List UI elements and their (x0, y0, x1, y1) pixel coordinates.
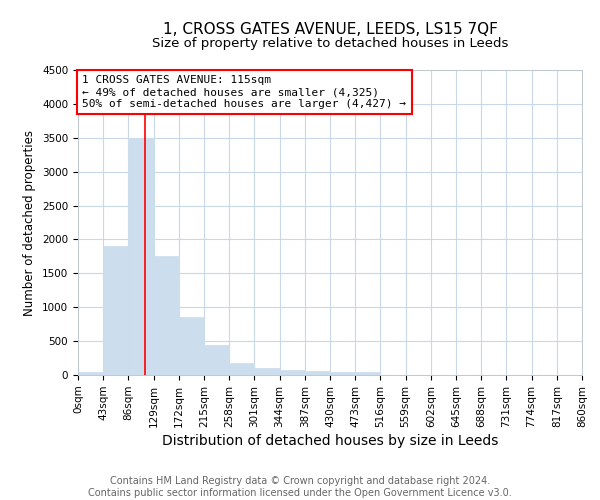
X-axis label: Distribution of detached houses by size in Leeds: Distribution of detached houses by size … (162, 434, 498, 448)
Text: Contains HM Land Registry data © Crown copyright and database right 2024.
Contai: Contains HM Land Registry data © Crown c… (88, 476, 512, 498)
Bar (330, 372, 355, 375)
Y-axis label: Number of detached properties: Number of detached properties (23, 130, 37, 316)
Bar (355, 372, 380, 375)
Text: 1, CROSS GATES AVENUE, LEEDS, LS15 7QF: 1, CROSS GATES AVENUE, LEEDS, LS15 7QF (163, 22, 497, 38)
Bar (78, 372, 103, 375)
Text: 1 CROSS GATES AVENUE: 115sqm
← 49% of detached houses are smaller (4,325)
50% of: 1 CROSS GATES AVENUE: 115sqm ← 49% of de… (82, 76, 406, 108)
Bar (254, 368, 280, 375)
Bar (154, 256, 179, 375)
Text: Size of property relative to detached houses in Leeds: Size of property relative to detached ho… (152, 38, 508, 51)
Bar (305, 372, 330, 375)
Bar (103, 246, 128, 375)
Bar (280, 370, 305, 375)
Bar (204, 344, 229, 375)
Bar (128, 138, 154, 375)
Bar (179, 316, 204, 375)
Bar (229, 363, 254, 375)
